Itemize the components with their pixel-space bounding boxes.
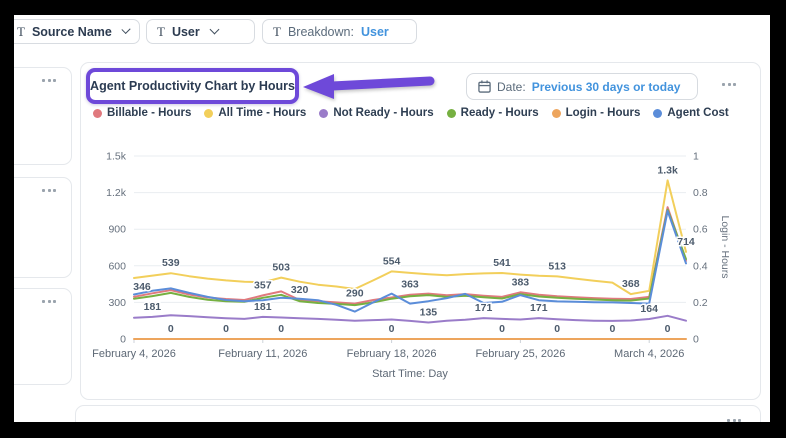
svg-text:290: 290 xyxy=(346,288,364,300)
svg-text:0: 0 xyxy=(168,323,174,335)
filter-chip-breakdown[interactable]: T Breakdown: User xyxy=(262,19,417,44)
svg-text:0.6: 0.6 xyxy=(693,224,708,236)
svg-text:300: 300 xyxy=(108,297,126,309)
svg-text:900: 900 xyxy=(108,224,126,236)
app-screen: T Source Name T User T Breakdown: User xyxy=(14,15,770,422)
svg-text:February 4, 2026: February 4, 2026 xyxy=(92,348,176,360)
legend-item[interactable]: Agent Cost xyxy=(653,107,729,119)
legend-item[interactable]: Billable - Hours xyxy=(93,107,191,119)
more-options-button[interactable] xyxy=(39,76,59,85)
annotation-arrow-icon xyxy=(303,74,435,99)
legend-label: Not Ready - Hours xyxy=(333,107,434,119)
svg-text:541: 541 xyxy=(493,257,511,269)
breakdown-prefix: Breakdown: xyxy=(287,24,354,39)
side-card-2 xyxy=(14,177,72,278)
svg-text:1.3k: 1.3k xyxy=(657,164,678,176)
side-card-1 xyxy=(14,67,72,165)
title-highlight-box: Agent Productivity Chart by Hours xyxy=(86,68,299,104)
text-filter-icon: T xyxy=(157,24,165,39)
legend-marker-icon xyxy=(653,108,663,118)
svg-text:357: 357 xyxy=(254,279,272,291)
svg-text:0.8: 0.8 xyxy=(693,187,708,199)
svg-text:0: 0 xyxy=(120,334,126,346)
svg-text:0: 0 xyxy=(609,323,615,335)
svg-text:0: 0 xyxy=(554,323,560,335)
svg-text:0: 0 xyxy=(389,323,395,335)
svg-text:1: 1 xyxy=(693,151,699,163)
legend-marker-icon xyxy=(204,108,214,118)
legend-label: Login - Hours xyxy=(565,107,641,119)
svg-text:0: 0 xyxy=(278,323,284,335)
svg-text:503: 503 xyxy=(272,262,290,274)
svg-text:0.4: 0.4 xyxy=(693,260,708,272)
legend-marker-icon xyxy=(551,108,561,118)
svg-text:February 25, 2026: February 25, 2026 xyxy=(475,348,565,360)
filter-chip-user[interactable]: T User xyxy=(146,19,255,44)
date-filter-label: Date: xyxy=(497,79,526,94)
svg-text:Start Time: Day: Start Time: Day xyxy=(372,368,448,380)
legend-marker-icon xyxy=(446,108,456,118)
svg-text:171: 171 xyxy=(530,302,548,314)
more-options-button[interactable] xyxy=(39,186,59,195)
chevron-down-icon xyxy=(209,24,220,35)
chart-card: Agent Productivity Chart by Hours Date: … xyxy=(80,62,761,400)
legend-label: Agent Cost xyxy=(667,107,729,119)
legend-label: Ready - Hours xyxy=(460,107,539,119)
date-filter-chip[interactable]: Date: Previous 30 days or today xyxy=(466,73,698,100)
chart-title: Agent Productivity Chart by Hours xyxy=(90,79,295,93)
svg-text:554: 554 xyxy=(383,255,401,267)
date-filter-value: Previous 30 days or today xyxy=(531,79,681,94)
svg-text:539: 539 xyxy=(162,257,180,269)
svg-text:383: 383 xyxy=(512,276,530,288)
svg-text:600: 600 xyxy=(108,260,126,272)
svg-text:February 11, 2026: February 11, 2026 xyxy=(218,348,307,360)
text-filter-icon: T xyxy=(17,24,25,39)
legend-item[interactable]: Login - Hours xyxy=(551,107,641,119)
legend-label: Billable - Hours xyxy=(107,107,192,119)
calendar-icon xyxy=(478,80,491,93)
legend-item[interactable]: Not Ready - Hours xyxy=(319,107,434,119)
breakdown-value: User xyxy=(360,24,389,39)
svg-text:March 4, 2026: March 4, 2026 xyxy=(614,348,684,360)
svg-text:0: 0 xyxy=(665,323,671,335)
svg-text:181: 181 xyxy=(254,301,272,313)
more-options-button[interactable] xyxy=(724,416,744,422)
svg-text:1.2k: 1.2k xyxy=(106,187,127,199)
svg-text:0.2: 0.2 xyxy=(693,297,708,309)
legend-marker-icon xyxy=(319,108,329,118)
bottom-card xyxy=(75,405,761,422)
legend-label: All Time - Hours xyxy=(218,107,307,119)
chevron-down-icon xyxy=(121,24,131,35)
text-filter-icon: T xyxy=(273,24,281,39)
svg-text:346: 346 xyxy=(133,281,151,293)
more-options-button[interactable] xyxy=(719,80,739,89)
filter-chip-source-name[interactable]: T Source Name xyxy=(14,19,140,44)
svg-text:368: 368 xyxy=(622,278,640,290)
svg-text:135: 135 xyxy=(420,307,438,319)
more-options-button[interactable] xyxy=(39,297,59,306)
svg-text:0: 0 xyxy=(499,323,505,335)
line-chart: 0 300 600 900 1.2k 1.5k 0 0.2 0.4 0.6 0.8 1 Login - … xyxy=(92,151,731,381)
svg-text:363: 363 xyxy=(401,279,419,291)
svg-text:171: 171 xyxy=(475,302,493,314)
svg-text:0: 0 xyxy=(223,323,229,335)
svg-text:0: 0 xyxy=(693,334,699,346)
side-card-3 xyxy=(14,288,72,385)
chart-legend: Billable - Hours All Time - Hours Not Read… xyxy=(93,107,729,119)
filter-chip-label: Source Name xyxy=(31,24,112,39)
svg-text:164: 164 xyxy=(640,303,658,315)
svg-text:320: 320 xyxy=(291,284,309,296)
svg-text:714: 714 xyxy=(677,236,695,248)
svg-text:181: 181 xyxy=(144,301,162,313)
legend-item[interactable]: Ready - Hours xyxy=(446,107,539,119)
svg-text:Login - Hours: Login - Hours xyxy=(719,215,731,278)
svg-text:513: 513 xyxy=(548,260,566,272)
svg-text:February 18, 2026: February 18, 2026 xyxy=(347,348,437,360)
filter-chip-label: User xyxy=(171,24,200,39)
svg-text:1.5k: 1.5k xyxy=(106,151,127,163)
legend-marker-icon xyxy=(93,108,102,118)
legend-item[interactable]: All Time - Hours xyxy=(204,107,306,119)
